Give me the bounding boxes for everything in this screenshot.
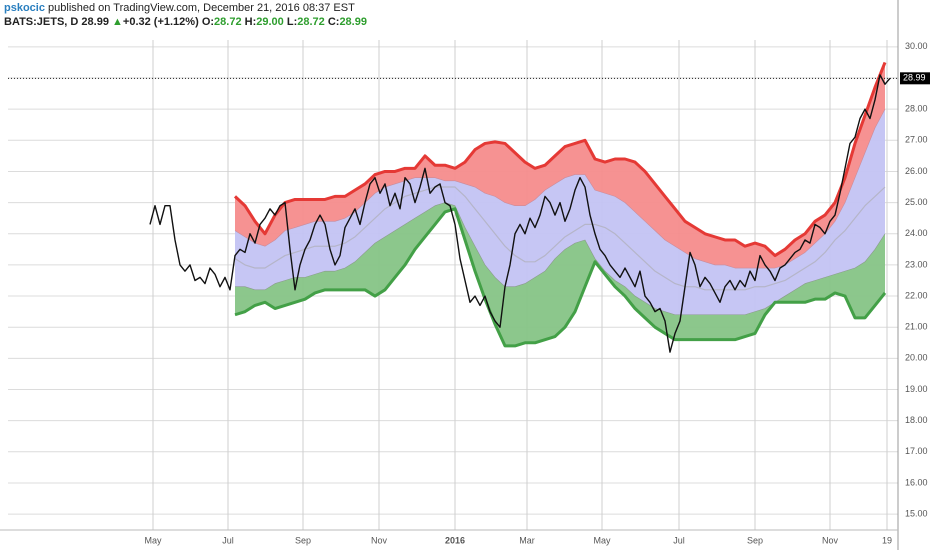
y-tick-label: 27.00 xyxy=(905,135,928,145)
last-price-box xyxy=(900,72,930,85)
x-tick-label: Nov xyxy=(371,535,388,545)
x-tick-label: Sep xyxy=(747,535,763,545)
x-tick-label: May xyxy=(144,535,162,545)
close-label: C: xyxy=(327,16,340,28)
high: 29.00 xyxy=(256,16,284,28)
band-fill xyxy=(235,202,885,346)
low: 28.72 xyxy=(297,16,325,28)
y-tick-label: 28.00 xyxy=(905,104,928,114)
y-tick-label: 23.00 xyxy=(905,259,928,269)
change-arrow: ▲ xyxy=(112,16,123,28)
x-tick-label: May xyxy=(593,535,611,545)
y-tick-label: 15.00 xyxy=(905,508,928,518)
price-line xyxy=(149,74,891,353)
x-tick-label: Jul xyxy=(673,535,685,545)
open-label: O: xyxy=(201,16,215,28)
close: 28.99 xyxy=(339,16,367,28)
high-label: H: xyxy=(244,16,257,28)
y-tick-label: 18.00 xyxy=(905,415,928,425)
band-line xyxy=(234,109,886,269)
x-tick-label: 2016 xyxy=(445,535,465,545)
header-line: pskocic published on TradingView.com, De… xyxy=(4,2,355,14)
y-tick-label: 17.00 xyxy=(905,446,928,456)
band-line xyxy=(234,186,886,291)
x-tick-label: Sep xyxy=(295,535,311,545)
y-tick-label: 25.00 xyxy=(905,197,928,207)
band-line xyxy=(233,61,887,258)
low-label: L: xyxy=(286,16,298,28)
change: +0.32 (+1.12%) xyxy=(122,16,199,28)
open: 28.72 xyxy=(214,16,242,28)
y-tick-label: 20.00 xyxy=(905,353,928,363)
x-tick-label: Mar xyxy=(519,535,535,545)
y-tick-label: 24.00 xyxy=(905,228,928,238)
y-tick-label: 21.00 xyxy=(905,322,928,332)
author[interactable]: pskocic xyxy=(4,2,45,14)
y-tick-label: 22.00 xyxy=(905,290,928,300)
x-tick-label: Jul xyxy=(222,535,234,545)
last-price-label: 28.99 xyxy=(903,73,926,83)
last-price: 28.99 xyxy=(81,16,109,28)
x-tick-label: Nov xyxy=(822,535,839,545)
band-fill xyxy=(235,109,885,315)
band-line xyxy=(234,207,887,348)
y-tick-label: 26.00 xyxy=(905,166,928,176)
y-tick-label: 30.00 xyxy=(905,41,928,51)
y-tick-label: 19.00 xyxy=(905,384,928,394)
symbol: BATS:JETS, D xyxy=(4,16,79,28)
y-tick-label: 16.00 xyxy=(905,477,928,487)
published-note: published on TradingView.com, December 2… xyxy=(48,2,355,14)
x-tick-label: 19 xyxy=(882,535,892,545)
band-fill xyxy=(235,62,885,269)
quote-line: BATS:JETS, D 28.99 ▲+0.32 (+1.12%) O:28.… xyxy=(4,16,367,28)
